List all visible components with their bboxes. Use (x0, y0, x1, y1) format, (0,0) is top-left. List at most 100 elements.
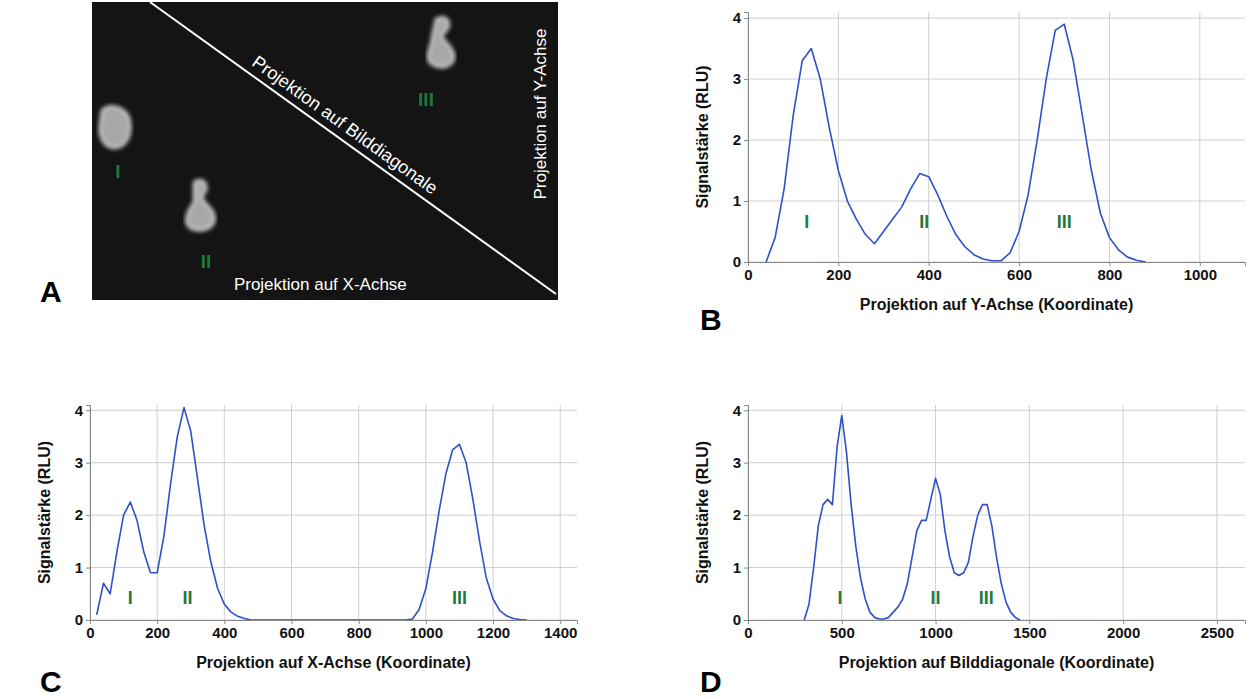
tick-label: 2000 (1107, 624, 1140, 641)
tick-label: 2 (733, 131, 741, 148)
tick-label: 200 (826, 266, 851, 283)
signal-line (804, 415, 1020, 620)
tick-label: 0 (744, 624, 752, 641)
axis-line (86, 406, 91, 621)
x-axis-title: Projektion auf X-Achse (Koordinate) (196, 654, 471, 671)
tick-label: 800 (347, 624, 372, 641)
chart: 0500100015002000250001234IIIIIIProjektio… (694, 402, 1246, 698)
panel-letter: C (40, 665, 62, 698)
x-axis: 0200400600800100012001400 (86, 620, 577, 641)
tick-mark (744, 201, 748, 202)
peak-label: III (979, 588, 994, 608)
tick-mark (744, 410, 748, 411)
tick-label: 800 (1097, 266, 1122, 283)
tick-mark (744, 262, 748, 263)
tick-label: 2 (75, 506, 83, 523)
tick-mark (86, 568, 90, 569)
tick-mark (744, 463, 748, 464)
peak-label: II (182, 588, 192, 608)
tick-label: 1200 (477, 624, 510, 641)
tick-mark (744, 568, 748, 569)
tick-label: 3 (75, 454, 83, 471)
panel-letter: D (700, 665, 722, 698)
grid-line (748, 140, 1245, 141)
tick-mark (744, 620, 748, 621)
grid-line (748, 18, 1245, 19)
grid-line (838, 12, 839, 262)
tick: 1 (733, 559, 748, 576)
tick-label: 200 (145, 624, 170, 641)
y-axis: 01234 (733, 9, 749, 270)
image-panel: Projektion auf X-Achse Projektion auf Bil… (92, 2, 558, 300)
grid-line (224, 405, 225, 620)
tick-mark (86, 620, 90, 621)
tick: 0 (744, 262, 752, 283)
tick-label: 3 (733, 454, 741, 471)
tick-label: 0 (733, 611, 741, 628)
tick: 1000 (1184, 262, 1217, 283)
tick-label: 4 (75, 402, 84, 419)
grid-line (560, 405, 561, 620)
grid-line (1109, 12, 1110, 262)
tick-label: 1500 (1013, 624, 1046, 641)
tick-label: 1 (75, 559, 83, 576)
grid (90, 405, 577, 620)
tick-label: 2 (733, 506, 741, 523)
plot-area (804, 415, 1020, 620)
grid (748, 12, 1245, 262)
tick-label: 1000 (410, 624, 443, 641)
tick-label: 0 (75, 611, 83, 628)
tick: 800 (347, 620, 372, 641)
tick-label: 0 (86, 624, 94, 641)
caption: Projektion auf Y-Achse (531, 28, 550, 199)
tick: 2 (733, 506, 748, 523)
grid-line (90, 410, 577, 411)
tick: 600 (280, 620, 305, 641)
tick-label: 1 (733, 192, 741, 209)
peak-label: I (837, 588, 842, 608)
tick: 0 (86, 620, 94, 641)
grid-line (748, 410, 1245, 411)
tick: 2500 (1201, 620, 1234, 641)
caption: Projektion auf X-Achse (234, 275, 407, 294)
tick: 200 (145, 620, 170, 641)
chart: 020040060080010001200140001234IIIIIIProj… (36, 402, 578, 698)
grid-line (1199, 12, 1200, 262)
tick-label: 4 (733, 402, 742, 419)
caption: Projektion auf Bilddiagonale (249, 52, 442, 199)
tick-label: 2500 (1201, 624, 1234, 641)
tick: 200 (826, 262, 851, 283)
tick-label: 3 (733, 70, 741, 87)
tick: 2 (733, 131, 748, 148)
cell-label: III (418, 89, 434, 110)
tick: 800 (1097, 262, 1122, 283)
tick-label: 1 (733, 559, 741, 576)
tick: 400 (917, 262, 942, 283)
tick-mark (744, 79, 748, 80)
y-axis: 0 1 2 3 4 (733, 402, 749, 629)
y-axis-title: Signalstärke (RLU) (694, 65, 711, 208)
peak-label: II (931, 588, 941, 608)
tick: 1 (733, 192, 748, 209)
grid-line (358, 405, 359, 620)
grid-line (748, 462, 1245, 463)
tick: 0 (733, 253, 748, 270)
tick-mark (744, 515, 748, 516)
tick: 4 (75, 402, 90, 419)
signal-line (766, 24, 1146, 262)
grid-line (1123, 405, 1124, 620)
x-axis-title: Projektion auf Y-Achse (Koordinate) (860, 296, 1134, 313)
x-axis: 02004006008001000 (744, 262, 1245, 283)
grid-line (748, 201, 1245, 202)
y-axis-title: Signalstärke (RLU) (36, 441, 53, 584)
cell (428, 17, 454, 67)
tick-label: 500 (830, 624, 855, 641)
tick-label: 1400 (544, 624, 577, 641)
peak-label: I (128, 588, 133, 608)
chart: 0200400600800100001234IIIIIIProjektion a… (694, 9, 1246, 336)
grid-line (1216, 405, 1217, 620)
panel-letter: A (40, 275, 62, 308)
plot-area (766, 24, 1146, 262)
tick: 2000 (1107, 620, 1140, 641)
tick-label: 1000 (1184, 266, 1217, 283)
